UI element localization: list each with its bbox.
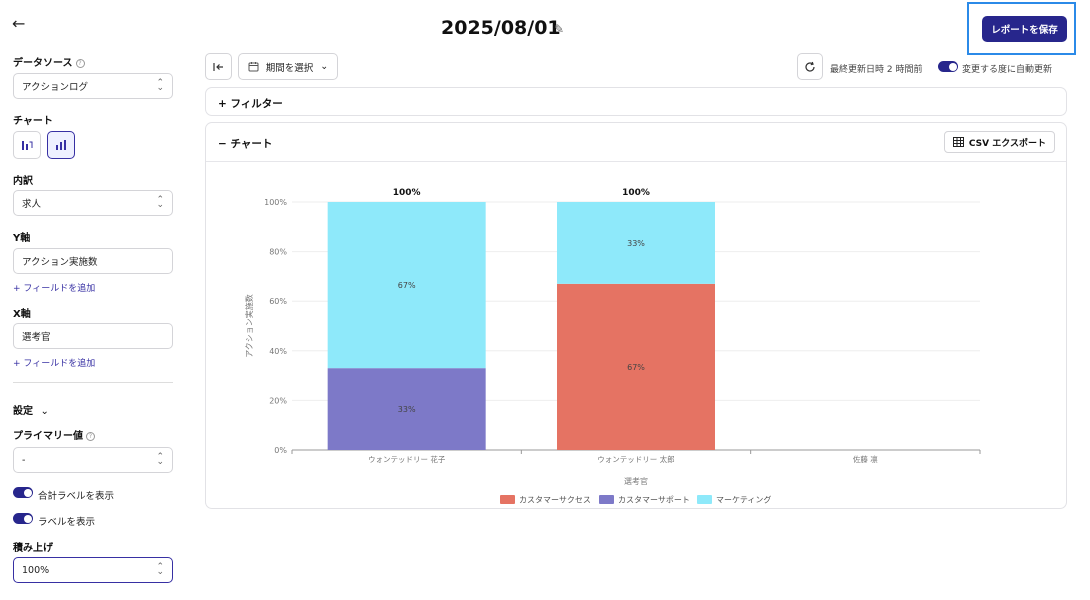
breakdown-value: 求人 xyxy=(22,199,42,210)
x-axis-field[interactable]: 選考官 xyxy=(13,323,173,349)
stack-select[interactable]: 100% ⌃ ⌄ xyxy=(13,557,173,583)
save-button-highlight xyxy=(967,2,1076,55)
show-label-toggle[interactable] xyxy=(13,513,33,524)
data-source-heading: データソース? xyxy=(13,54,85,69)
chart-panel-header[interactable]: − チャート xyxy=(218,138,273,150)
auto-update-toggle[interactable] xyxy=(938,61,958,72)
table-icon xyxy=(952,137,964,147)
vertical-bar-chart-button[interactable] xyxy=(47,131,75,159)
period-select-button[interactable]: 期間を選択 ⌄ xyxy=(238,53,338,80)
horizontal-bar-icon xyxy=(22,141,33,150)
help-icon[interactable]: ? xyxy=(86,432,95,441)
calendar-icon xyxy=(248,62,259,72)
chevron-updown-icon: ⌃ ⌄ xyxy=(156,78,164,93)
breakdown-heading: 内訳 xyxy=(13,176,33,187)
primary-value-heading: プライマリー値? xyxy=(13,427,95,442)
filter-panel-header[interactable]: + フィルター xyxy=(218,98,283,110)
refresh-icon xyxy=(805,61,815,72)
x-axis-value: 選考官 xyxy=(22,332,51,343)
data-source-value: アクションログ xyxy=(22,82,89,93)
add-y-field-link[interactable]: + フィールドを追加 xyxy=(13,284,96,294)
chart-panel-divider xyxy=(206,161,1066,162)
chart-panel: − チャート CSV エクスポート xyxy=(205,122,1067,509)
collapse-sidebar-button[interactable] xyxy=(205,53,232,80)
pencil-icon[interactable]: ✎ xyxy=(554,22,565,36)
refresh-button[interactable] xyxy=(797,53,823,80)
horizontal-bar-chart-button[interactable] xyxy=(13,131,41,159)
chart-heading: チャート xyxy=(13,116,53,127)
chevron-down-icon: ⌄ xyxy=(40,406,49,417)
csv-export-label: CSV エクスポート xyxy=(968,138,1046,149)
last-updated-text: 最終更新日時 2 時間前 xyxy=(830,65,923,75)
divider xyxy=(13,382,173,383)
auto-update-label: 変更する度に自動更新 xyxy=(962,65,1053,75)
show-label-toggle-label: ラベルを表示 xyxy=(38,517,96,528)
breakdown-select[interactable]: 求人 ⌃ ⌄ xyxy=(13,190,173,216)
primary-value-value: - xyxy=(22,454,26,466)
y-axis-field[interactable]: アクション実施数 xyxy=(13,248,173,274)
period-label: 期間を選択 xyxy=(265,62,314,74)
x-axis-heading: X軸 xyxy=(13,309,31,320)
data-source-select[interactable]: アクションログ ⌃ ⌄ xyxy=(13,73,173,99)
report-title: 2025/08/01 xyxy=(441,17,561,39)
settings-toggle[interactable]: 設定 ⌄ xyxy=(13,406,49,417)
add-x-field-link[interactable]: + フィールドを追加 xyxy=(13,359,96,369)
back-arrow-icon[interactable]: ← xyxy=(12,14,26,33)
chevron-updown-icon: ⌃ ⌄ xyxy=(156,562,164,577)
chevron-down-icon: ⌄ xyxy=(320,61,329,72)
filter-panel[interactable]: + フィルター xyxy=(205,87,1067,116)
settings-sidebar: ← データソース? アクションログ ⌃ ⌄ チャート 内訳 求人 ⌃ ⌄ Y軸 アクショ… xyxy=(0,0,186,600)
total-label-toggle[interactable] xyxy=(13,487,33,498)
total-label-toggle-label: 合計ラベルを表示 xyxy=(38,491,115,502)
csv-export-button[interactable]: CSV エクスポート xyxy=(943,131,1055,153)
chevron-updown-icon: ⌃ ⌄ xyxy=(156,452,164,467)
y-axis-value: アクション実施数 xyxy=(22,257,98,268)
stack-heading: 積み上げ xyxy=(13,543,53,554)
bar-chart-icon xyxy=(56,140,66,150)
y-axis-heading: Y軸 xyxy=(13,233,31,244)
save-report-button[interactable]: レポートを保存 xyxy=(982,16,1067,42)
collapse-left-icon xyxy=(212,62,223,71)
chevron-updown-icon: ⌃ ⌄ xyxy=(156,195,164,210)
primary-value-select[interactable]: - ⌃ ⌄ xyxy=(13,447,173,473)
help-icon[interactable]: ? xyxy=(75,59,85,68)
stack-value: 100% xyxy=(22,564,50,576)
